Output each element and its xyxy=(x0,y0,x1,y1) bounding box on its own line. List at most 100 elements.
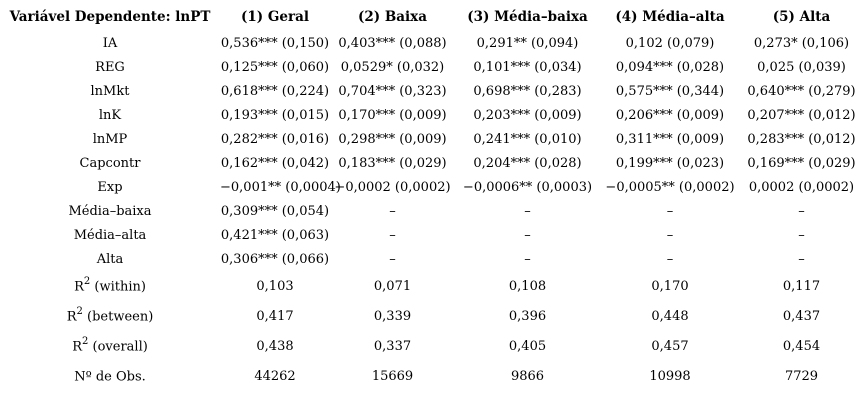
cell-value: 0,405 xyxy=(508,338,547,354)
cell-value: 0,108 xyxy=(508,278,547,294)
column-header-alta: (5) Alta xyxy=(772,9,831,25)
cell-value: 0,448 xyxy=(651,308,689,324)
stat-label-superscript: 2 xyxy=(82,336,89,348)
row-label: Alta xyxy=(96,251,124,267)
table-row-r2-within: R2 (within) 0,103 0,071 0,108 0,170 0,11… xyxy=(0,271,863,301)
cell-value: 0,536*** (0,150) xyxy=(220,35,330,51)
cell-value: – xyxy=(524,203,531,219)
cell-value: – xyxy=(389,227,396,243)
table-row-exp: Exp −0,001** (0,0004) −0,0002 (0,0002) −… xyxy=(0,175,863,199)
stat-label-base: R xyxy=(74,279,84,295)
table-row-alta: Alta 0,306*** (0,066) – – – – xyxy=(0,247,863,271)
cell-value: 0,291** (0,094) xyxy=(476,35,579,51)
row-label: R2 (overall) xyxy=(0,331,220,361)
cell-value: 0,170*** (0,009) xyxy=(338,107,447,123)
dependent-variable-header: Variável Dependente: lnPT xyxy=(9,9,211,25)
cell-value: – xyxy=(666,227,674,243)
stat-label-base: R xyxy=(66,309,77,325)
cell-value: 0,396 xyxy=(508,308,547,324)
row-label: REG xyxy=(95,59,125,75)
cell-value: 0,640*** (0,279) xyxy=(747,83,856,99)
cell-value: 0,170 xyxy=(651,278,689,294)
cell-value: 0,337 xyxy=(373,338,412,354)
cell-value: 0,207*** (0,012) xyxy=(747,107,856,123)
cell-value: 0,282*** (0,016) xyxy=(220,131,330,147)
cell-value: 0,0002 (0,0002) xyxy=(748,179,855,195)
cell-value: 0,403*** (0,088) xyxy=(338,35,447,51)
row-label: Exp xyxy=(97,179,123,195)
stat-label-suffix: (between) xyxy=(82,309,154,325)
row-label: lnMP xyxy=(92,131,128,147)
cell-value: 0,117 xyxy=(782,278,821,294)
cell-value: 0,306*** (0,066) xyxy=(220,251,330,267)
cell-value: 9866 xyxy=(510,368,545,384)
stat-label-base: Nº de Obs. xyxy=(74,369,146,385)
cell-value: 0,101*** (0,034) xyxy=(473,59,582,75)
row-label: IA xyxy=(102,35,118,51)
table-row-capcontr: Capcontr 0,162*** (0,042) 0,183*** (0,02… xyxy=(0,151,863,175)
stat-label-superscript: 2 xyxy=(83,276,91,288)
table-row-r2-overall: R2 (overall) 0,438 0,337 0,405 0,457 0,4… xyxy=(0,331,863,361)
cell-value: 0,618*** (0,224) xyxy=(220,83,330,99)
cell-value: −0,0002 (0,0002) xyxy=(334,179,451,195)
cell-value: 0,298*** (0,009) xyxy=(338,131,447,147)
cell-value: −0,0006** (0,0003) xyxy=(462,179,593,195)
table-row-ia: IA 0,536*** (0,150) 0,403*** (0,088) 0,2… xyxy=(0,31,863,55)
row-label: R2 (within) xyxy=(0,271,220,301)
row-label: Nº de Obs. xyxy=(0,361,220,391)
cell-value: – xyxy=(798,203,805,219)
cell-value: 0,309*** (0,054) xyxy=(220,203,330,219)
cell-value: – xyxy=(524,251,531,267)
cell-value: 0,311*** (0,009) xyxy=(615,131,725,147)
cell-value: 0,0529* (0,032) xyxy=(340,59,445,75)
cell-value: – xyxy=(389,203,396,219)
cell-value: – xyxy=(389,251,396,267)
cell-value: 0,698*** (0,283) xyxy=(473,83,582,99)
cell-value: 0,457 xyxy=(651,338,689,354)
cell-value: 0,199*** (0,023) xyxy=(615,155,725,171)
cell-value: 0,183*** (0,029) xyxy=(338,155,447,171)
cell-value: 10998 xyxy=(649,368,691,384)
cell-value: 0,103 xyxy=(256,278,294,294)
table-row-media-alta: Média–alta 0,421*** (0,063) – – – – xyxy=(0,223,863,247)
cell-value: 0,273* (0,106) xyxy=(753,35,850,51)
cell-value: 0,102 (0,079) xyxy=(625,35,715,51)
cell-value: 0,204*** (0,028) xyxy=(473,155,582,171)
table-row-r2-between: R2 (between) 0,417 0,339 0,396 0,448 0,4… xyxy=(0,301,863,331)
cell-value: 0,203*** (0,009) xyxy=(473,107,582,123)
cell-value: 0,162*** (0,042) xyxy=(220,155,330,171)
cell-value: – xyxy=(666,203,674,219)
cell-value: 0,206*** (0,009) xyxy=(615,107,725,123)
cell-value: – xyxy=(524,227,531,243)
table-row-media-baixa: Média–baixa 0,309*** (0,054) – – – – xyxy=(0,199,863,223)
cell-value: 0,193*** (0,015) xyxy=(220,107,330,123)
stat-label-suffix: (within) xyxy=(90,279,146,295)
header-row: Variável Dependente: lnPT (1) Geral (2) … xyxy=(0,3,863,31)
cell-value: 0,704*** (0,323) xyxy=(338,83,447,99)
table-row-lnmp: lnMP 0,282*** (0,016) 0,298*** (0,009) 0… xyxy=(0,127,863,151)
table-row-reg: REG 0,125*** (0,060) 0,0529* (0,032) 0,1… xyxy=(0,55,863,79)
cell-value: 0,283*** (0,012) xyxy=(747,131,856,147)
cell-value: 44262 xyxy=(254,368,296,384)
cell-value: – xyxy=(798,227,805,243)
cell-value: – xyxy=(798,251,805,267)
stat-label-superscript: 2 xyxy=(76,306,83,318)
row-label: lnK xyxy=(98,107,122,123)
cell-value: 0,575*** (0,344) xyxy=(615,83,725,99)
cell-value: 0,071 xyxy=(373,278,412,294)
cell-value: 7729 xyxy=(784,368,819,384)
column-header-geral: (1) Geral xyxy=(241,9,309,25)
stat-label-base: R xyxy=(72,339,82,355)
column-header-media-alta: (4) Média–alta xyxy=(615,9,725,25)
table-row-num-obs: Nº de Obs. 44262 15669 9866 10998 7729 xyxy=(0,361,863,391)
cell-value: 0,094*** (0,028) xyxy=(615,59,725,75)
cell-value: 0,438 xyxy=(256,338,294,354)
cell-value: 0,241*** (0,010) xyxy=(473,131,582,147)
row-label: R2 (between) xyxy=(0,301,220,331)
cell-value: 0,025 (0,039) xyxy=(757,59,846,75)
cell-value: – xyxy=(666,251,674,267)
column-header-baixa: (2) Baixa xyxy=(358,9,427,25)
table-row-lnk: lnK 0,193*** (0,015) 0,170*** (0,009) 0,… xyxy=(0,103,863,127)
cell-value: 0,437 xyxy=(782,308,821,324)
cell-value: −0,0005** (0,0002) xyxy=(605,179,735,195)
